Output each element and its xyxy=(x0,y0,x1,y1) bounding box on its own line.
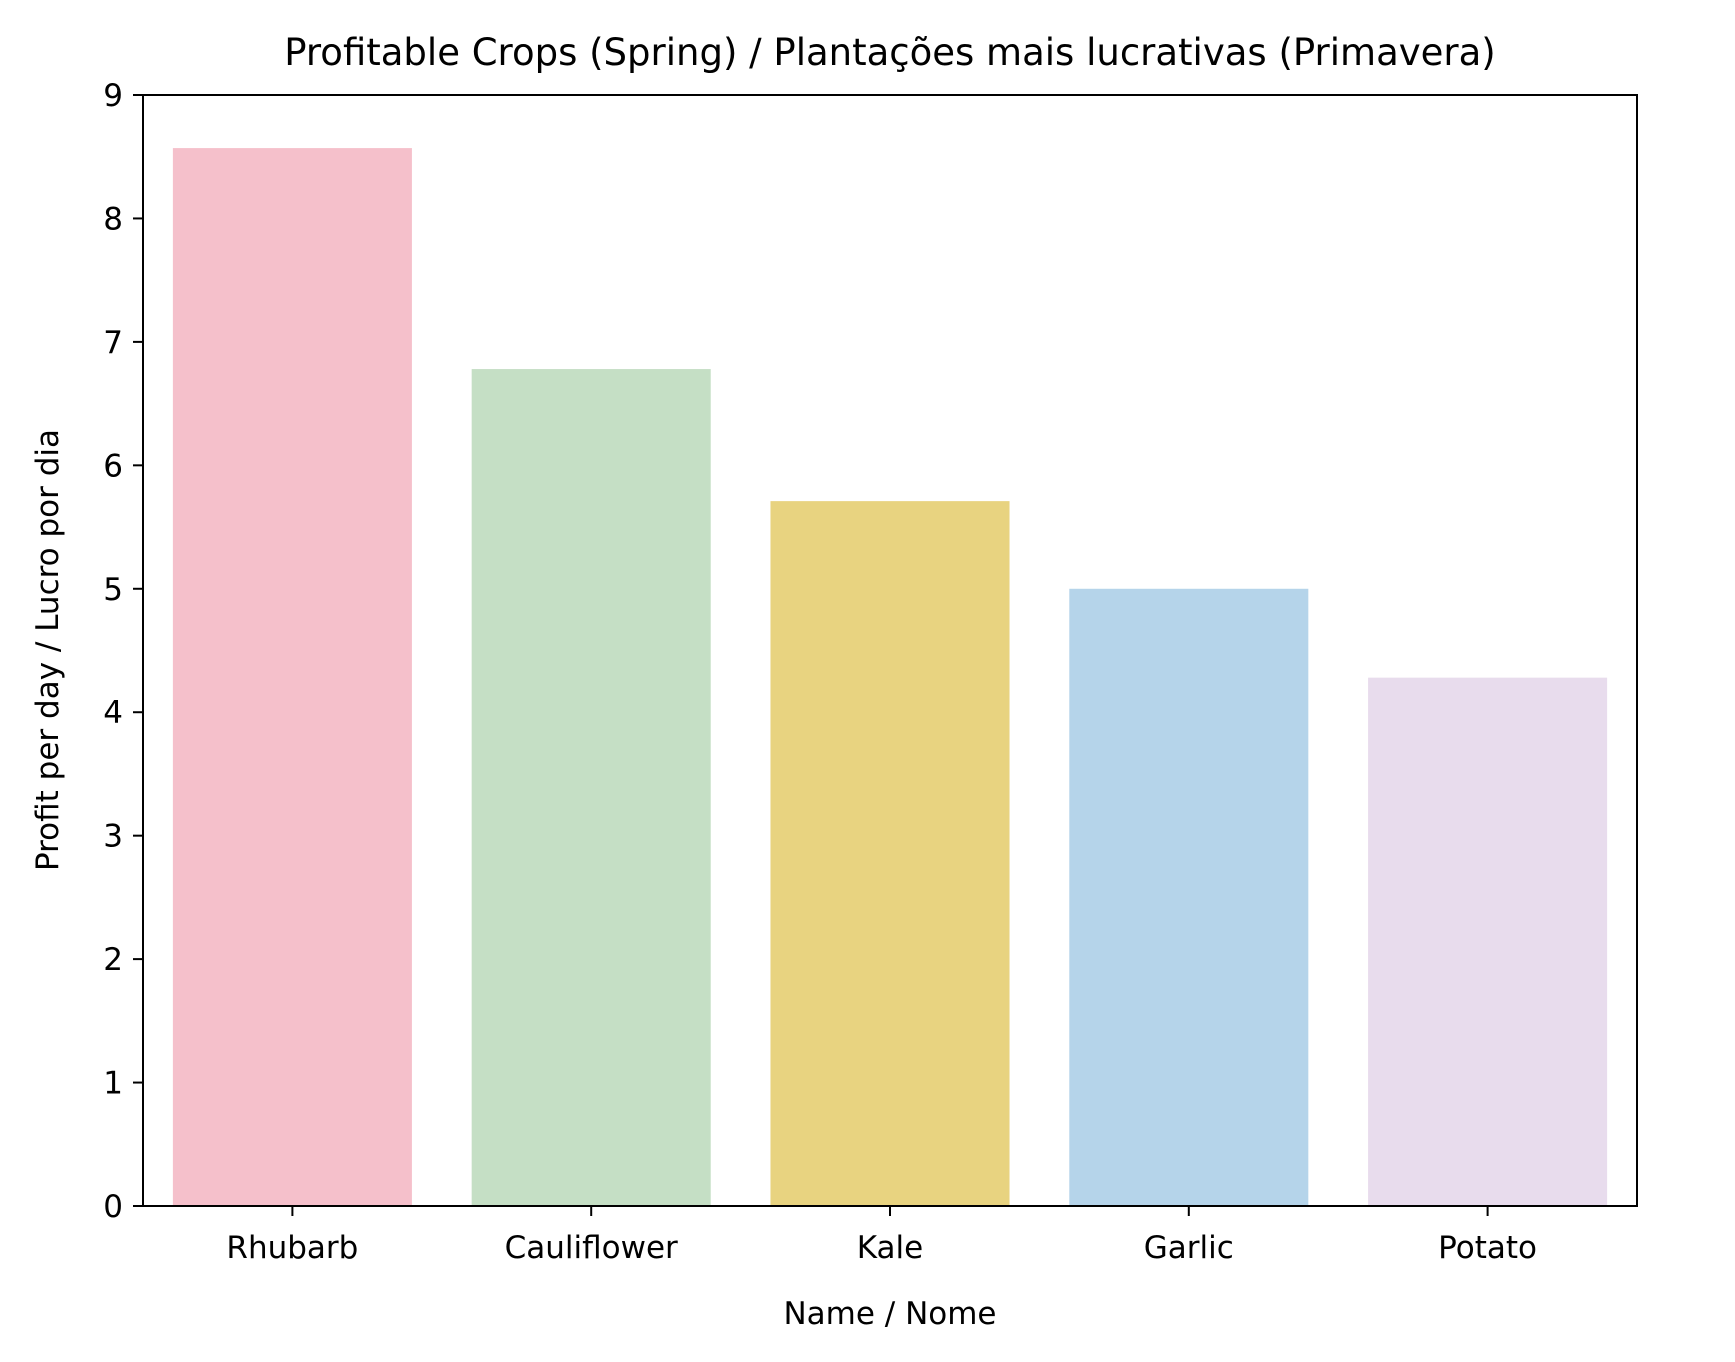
y-tick-label: 3 xyxy=(103,819,123,855)
x-tick-label: Cauliflower xyxy=(505,1230,678,1266)
chart-title: Profitable Crops (Spring) / Plantações m… xyxy=(284,31,1495,74)
y-axis: 0 1 2 3 4 5 6 7 8 9 xyxy=(103,78,143,1225)
bar-potato xyxy=(1368,677,1608,1206)
y-axis-label: Profit per day / Lucro por dia xyxy=(30,429,66,871)
y-tick-label: 1 xyxy=(103,1066,123,1102)
y-tick-label: 4 xyxy=(103,695,123,731)
y-tick-label: 8 xyxy=(103,201,123,237)
y-tick-label: 7 xyxy=(103,325,123,361)
x-axis: Rhubarb Cauliflower Kale Garlic Potato xyxy=(226,1206,1537,1266)
x-tick-label: Rhubarb xyxy=(226,1230,358,1266)
y-tick-label: 0 xyxy=(103,1189,123,1225)
y-tick-label: 2 xyxy=(103,942,123,978)
x-tick-label: Garlic xyxy=(1144,1230,1234,1266)
x-tick-label: Potato xyxy=(1438,1230,1537,1266)
y-tick-label: 9 xyxy=(103,78,123,114)
bar-cauliflower xyxy=(471,369,711,1207)
x-tick-label: Kale xyxy=(857,1230,923,1266)
y-tick-label: 5 xyxy=(103,572,123,608)
bar-garlic xyxy=(1069,588,1309,1206)
plot-frame xyxy=(142,94,1638,1207)
bar-kale xyxy=(770,501,1010,1207)
bars-group xyxy=(172,148,1608,1207)
bar-rhubarb xyxy=(172,148,412,1207)
x-axis-label: Name / Nome xyxy=(783,1296,996,1332)
y-tick-label: 6 xyxy=(103,448,123,484)
